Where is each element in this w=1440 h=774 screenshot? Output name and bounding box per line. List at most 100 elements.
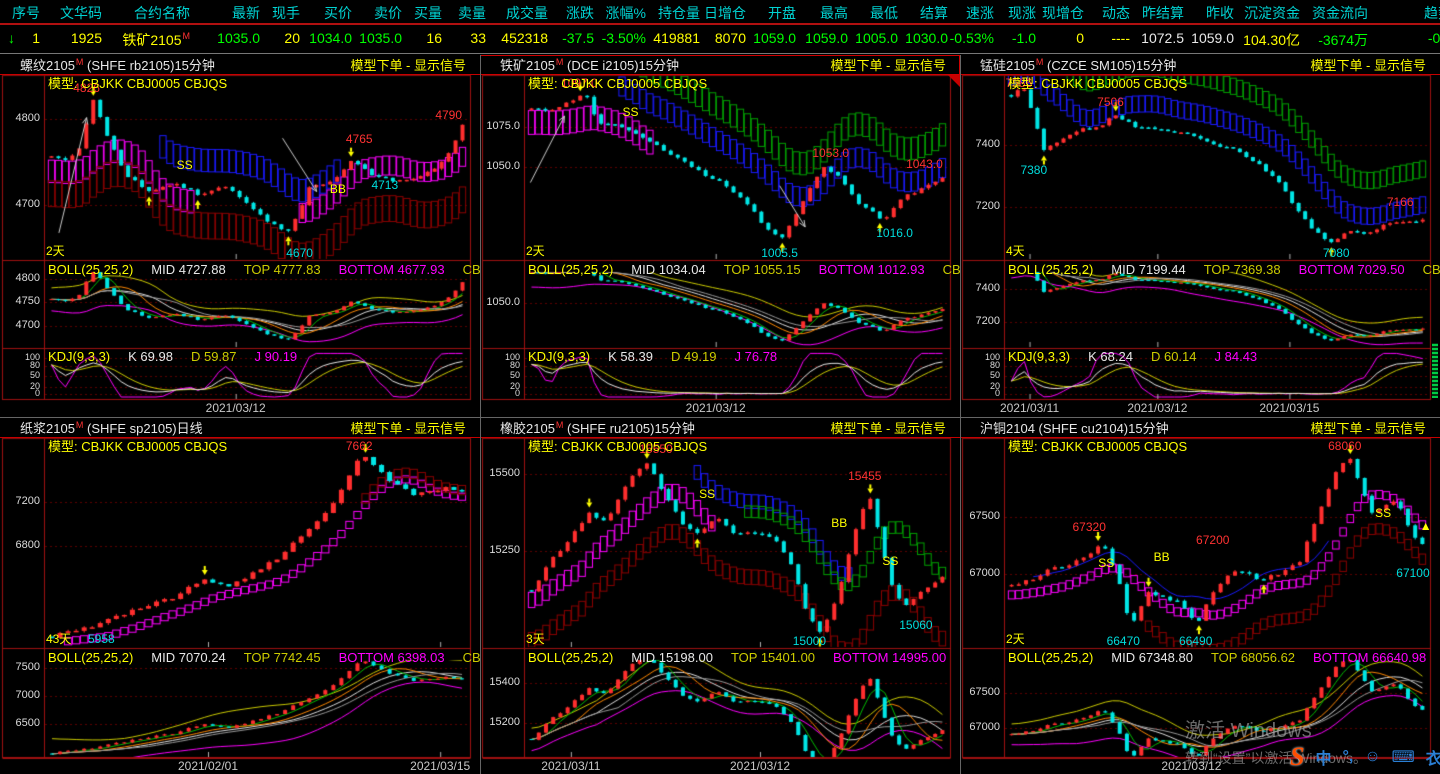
model-order-menu[interactable]: 模型下单 - 显示信号 — [830, 421, 946, 436]
kdj-value: K 58.39 — [608, 349, 653, 364]
boll-indicator-header: BOLL(25,25,2) MID 67348.80 TOP 68056.62 BOT… — [1008, 650, 1440, 665]
quote-value-name[interactable]: 铁矿2105M — [122, 31, 190, 48]
quote-header-ask-size[interactable]: 卖量 — [458, 5, 486, 21]
quote-header-cur-change[interactable]: 现涨 — [1008, 5, 1036, 21]
price-annotation: 1097.0 — [561, 76, 598, 91]
quote-value-low[interactable]: 1005.0 — [855, 30, 898, 46]
quote-header-volume[interactable]: 成交量 — [506, 5, 548, 21]
kdj-value: J 84.43 — [1214, 349, 1258, 364]
boll-value: BOLL(25,25,2) — [48, 650, 134, 665]
quote-header-trend[interactable]: 趋势 — [1424, 5, 1440, 21]
chart-cell-sp2105[interactable]: 纸浆2105M (SHFE sp2105)日线 模型下单 - 显示信号 7200 68… — [0, 418, 507, 774]
quote-header-cur-oi-change[interactable]: 现增仓 — [1042, 5, 1084, 21]
chart-cell-rb2105[interactable]: 螺纹2105M (SHFE rb2105)15分钟 模型下单 - 显示信号 4800… — [0, 55, 507, 418]
boll-value: MID 7070.24 — [151, 650, 226, 665]
chart-canvas-SM105[interactable] — [960, 55, 1440, 418]
boll-value: MID 1034.04 — [631, 262, 706, 277]
chart-canvas-sp2105[interactable] — [0, 418, 480, 774]
quote-header-cur-vol[interactable]: 现手 — [272, 5, 300, 21]
quote-value-speed[interactable]: -0.53% — [949, 30, 994, 46]
quote-header-open[interactable]: 开盘 — [768, 5, 796, 21]
chart-titlebar: 铁矿2105M (DCE i2105)15分钟 模型下单 - 显示信号 — [480, 55, 960, 75]
quote-header-capital-flow[interactable]: 资金流向 — [1312, 5, 1368, 21]
quote-value-volume[interactable]: 452318 — [501, 30, 548, 46]
quote-header-name[interactable]: 合约名称 — [134, 5, 190, 21]
kdj-value: KDJ(9,3,3) — [48, 349, 111, 364]
quote-header-change[interactable]: 涨跌 — [566, 5, 594, 21]
quote-value-dynamic[interactable]: ---- — [1111, 30, 1130, 46]
quote-value-ask[interactable]: 1035.0 — [359, 30, 402, 46]
quote-value-open[interactable]: 1059.0 — [753, 30, 796, 46]
quote-header-open-interest[interactable]: 持仓量 — [658, 5, 700, 21]
quote-header-prev-settle[interactable]: 昨结算 — [1142, 5, 1184, 21]
price-annotation: 7166 — [1386, 194, 1414, 209]
signal-label: BB — [329, 182, 346, 197]
quote-header-change-pct[interactable]: 涨幅% — [605, 5, 646, 21]
kdj-value: KDJ(9,3,3) — [1008, 349, 1071, 364]
ime-emoji-icon[interactable]: ☺ — [1364, 748, 1381, 765]
quote-header-prev-close[interactable]: 昨收 — [1206, 5, 1234, 21]
quote-header-ask[interactable]: 卖价 — [374, 5, 402, 21]
quote-value-code[interactable]: 1925 — [70, 30, 102, 46]
boll-price-tick: 7500 — [15, 660, 40, 673]
chart-canvas-cu2104[interactable] — [960, 418, 1440, 774]
chart-canvas-i2105[interactable] — [480, 55, 960, 418]
quote-value-cur-change[interactable]: -1.0 — [1011, 30, 1036, 46]
ime-keyboard-icon[interactable]: ⌨ — [1391, 749, 1415, 766]
quote-value-high[interactable]: 1059.0 — [805, 30, 848, 46]
quote-value-bid-size[interactable]: 16 — [426, 30, 442, 46]
quote-value-cur-oi-change[interactable]: 0 — [1076, 30, 1084, 46]
quote-header-index[interactable]: 序号 — [12, 5, 40, 21]
boll-value: BOLL(25,25,2) — [1008, 650, 1094, 665]
quote-value-open-interest[interactable]: 419881 — [653, 30, 700, 46]
model-order-menu[interactable]: 模型下单 - 显示信号 — [1310, 58, 1426, 73]
price-annotation: 67100 — [1396, 566, 1430, 581]
quote-value-prev-settle[interactable]: 1072.5 — [1141, 30, 1184, 46]
model-order-menu[interactable]: 模型下单 - 显示信号 — [350, 421, 466, 436]
chart-cell-cu2104[interactable]: 沪铜2104 (SHFE cu2104)15分钟 模型下单 - 显示信号 67500… — [960, 418, 1440, 774]
quote-value-change-pct[interactable]: -3.50% — [601, 30, 646, 46]
chart-titlebar: 锰硅2105M (CZCE SM105)15分钟 模型下单 - 显示信号 — [960, 55, 1440, 75]
quote-value-capital-flow[interactable]: -3674万 — [1318, 32, 1368, 48]
quote-header-dynamic[interactable]: 动态 — [1102, 5, 1130, 21]
quote-header-settle[interactable]: 结算 — [920, 5, 948, 21]
quote-header-speed[interactable]: 速涨 — [966, 5, 994, 21]
model-order-menu[interactable]: 模型下单 - 显示信号 — [830, 58, 946, 73]
quote-value-last[interactable]: 1035.0 — [217, 30, 260, 46]
quote-header-last[interactable]: 最新 — [232, 5, 260, 21]
quote-header-high[interactable]: 最高 — [820, 5, 848, 21]
quote-header-low[interactable]: 最低 — [870, 5, 898, 21]
quote-value-index[interactable]: 1 — [32, 30, 40, 46]
boll-value: MID 4727.88 — [151, 262, 226, 277]
quote-value-prev-close[interactable]: 1059.0 — [1191, 30, 1234, 46]
quote-value-ask-size[interactable]: 33 — [470, 30, 486, 46]
ime-lang-icon[interactable]: 中 — [1315, 751, 1332, 768]
chart-cell-ru2105[interactable]: 橡胶2105M (SHFE ru2105)15分钟 模型下单 - 显示信号 1550… — [480, 418, 1008, 774]
chart-canvas-ru2105[interactable] — [480, 418, 960, 774]
quote-header-bid-size[interactable]: 买量 — [414, 5, 442, 21]
holding-days-label: 5958 — [88, 632, 115, 646]
quote-header-oi-day-change[interactable]: 日增仓 — [704, 5, 746, 21]
price-tick: 67000 — [969, 566, 1000, 579]
quote-value-oi-day-change[interactable]: 8070 — [714, 30, 746, 46]
model-order-menu[interactable]: 模型下单 - 显示信号 — [1310, 421, 1426, 436]
quote-header-bid[interactable]: 买价 — [324, 5, 352, 21]
chart-cell-SM105[interactable]: 锰硅2105M (CZCE SM105)15分钟 模型下单 - 显示信号 7400 7… — [960, 55, 1440, 418]
quote-value-change[interactable]: -37.5 — [562, 30, 594, 46]
sogou-logo-icon[interactable]: S — [1290, 742, 1305, 771]
quote-value-bid[interactable]: 1034.0 — [309, 30, 352, 46]
price-annotation: 1043.0 — [906, 157, 943, 172]
ime-punct-icon[interactable]: °, — [1342, 748, 1354, 765]
quote-value-capital[interactable]: 104.30亿 — [1243, 32, 1300, 48]
quote-header-code[interactable]: 文华码 — [60, 5, 102, 21]
boll-value: BOTTOM 6398.03 — [338, 650, 445, 665]
quote-header-capital[interactable]: 沉淀资金 — [1244, 5, 1300, 21]
scrollbar-thumb[interactable] — [1432, 343, 1438, 398]
quote-value-settle[interactable]: 1030.0 — [905, 30, 948, 46]
ime-skin-icon[interactable]: 衣 — [1425, 751, 1440, 768]
quote-value-trend[interactable]: -0.4 — [1427, 30, 1440, 46]
chart-canvas-rb2105[interactable] — [0, 55, 480, 418]
quote-value-cur-vol[interactable]: 20 — [284, 30, 300, 46]
model-order-menu[interactable]: 模型下单 - 显示信号 — [350, 58, 466, 73]
chart-cell-i2105[interactable]: 铁矿2105M (DCE i2105)15分钟 模型下单 - 显示信号 1075.0… — [480, 55, 987, 418]
